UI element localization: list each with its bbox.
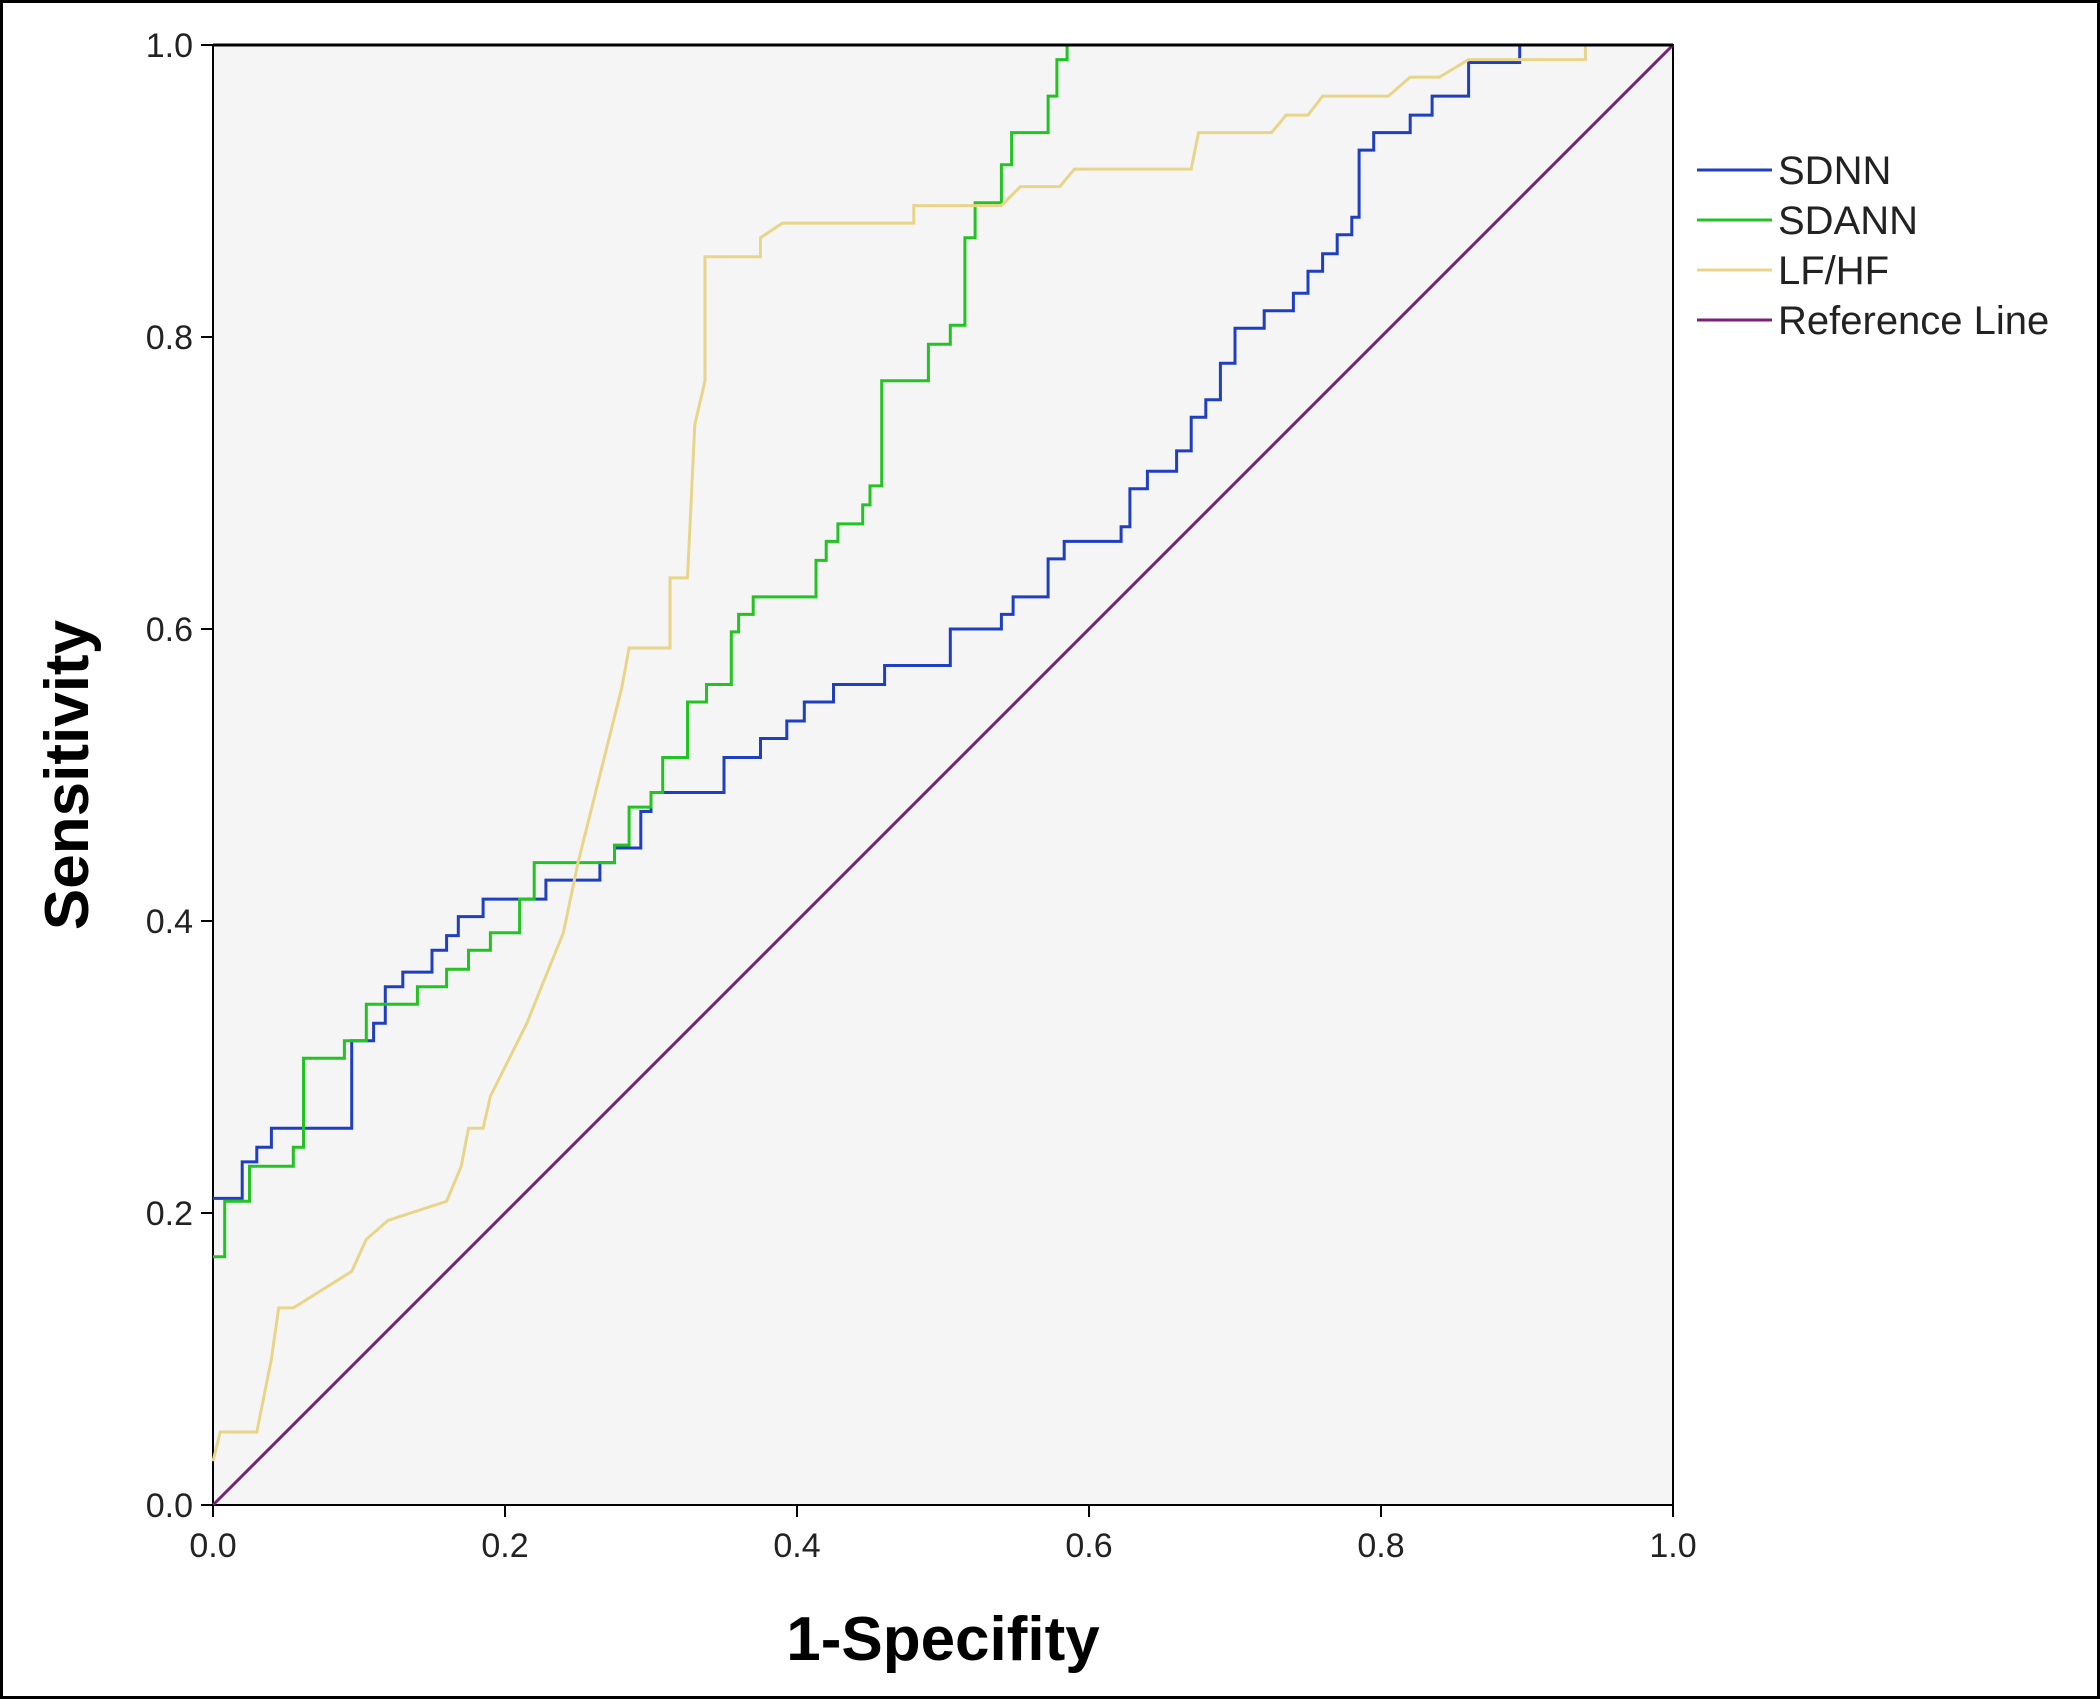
y-tick-label: 0.0 <box>146 1487 193 1525</box>
series-line-sdann <box>213 43 1673 1259</box>
y-tick-label: 0.4 <box>146 903 193 941</box>
legend-label-reference-line: Reference Line <box>1778 299 2049 343</box>
x-axis-title: 1-Specifity <box>786 1605 1100 1674</box>
series-layer <box>211 43 1675 1507</box>
series-line-sdnn <box>213 43 1673 1200</box>
legend: SDNN SDANN LF/HF Reference Line <box>1697 149 2049 343</box>
x-tick-label: 0.4 <box>773 1527 820 1565</box>
y-tick-label: 1.0 <box>146 27 193 65</box>
x-tick-label: 0.2 <box>481 1527 528 1565</box>
series-line-lf-hf <box>211 43 1673 1462</box>
y-axis: 0.0 0.2 0.4 0.6 0.8 1.0 <box>146 27 213 1525</box>
x-tick-label: 0.6 <box>1065 1527 1112 1565</box>
legend-label-sdann: SDANN <box>1778 199 1918 243</box>
x-axis: 0.0 0.2 0.4 0.6 0.8 1.0 <box>189 1505 1697 1565</box>
x-tick-label: 0.8 <box>1357 1527 1404 1565</box>
legend-label-lf-hf: LF/HF <box>1778 249 1889 293</box>
y-tick-label: 0.8 <box>146 319 193 357</box>
y-tick-label: 0.2 <box>146 1195 193 1233</box>
x-tick-label: 0.0 <box>189 1527 236 1565</box>
x-tick-label: 1.0 <box>1649 1527 1696 1565</box>
y-axis-title: Sensitivity <box>33 619 102 930</box>
legend-label-sdnn: SDNN <box>1778 149 1891 193</box>
series-line-reference-line <box>211 43 1675 1507</box>
y-tick-label: 0.6 <box>146 611 193 649</box>
